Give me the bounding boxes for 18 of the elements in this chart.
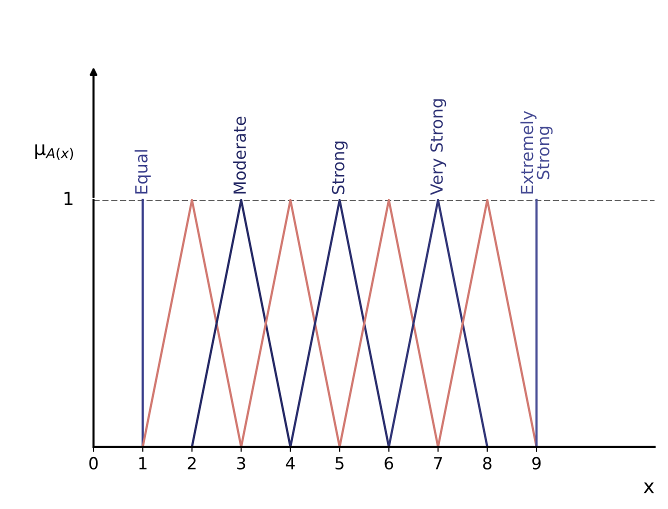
annotation: 1 [64, 192, 72, 206]
x-tick-label: 5 [336, 457, 344, 470]
x-tick-label: 0 [89, 456, 98, 470]
x-tick-label: 3 [237, 456, 246, 470]
x-tick-label: 9 [532, 456, 541, 470]
text: Equal [134, 150, 151, 194]
text: Moderate [233, 116, 246, 194]
x-tick-label: 4 [286, 457, 295, 470]
text: Very Strong [430, 99, 446, 195]
y-axis-title: μ$_{A(x)}$ [35, 144, 74, 160]
text: Extremely Strong [520, 110, 553, 194]
x-tick-label: 2 [188, 456, 196, 470]
x-tick-label: 6 [384, 456, 394, 470]
x-axis-title: x [644, 482, 654, 494]
x-tick-label: 1 [139, 457, 147, 470]
x-tick-label: 7 [434, 457, 442, 470]
x-tick-label: 8 [483, 456, 492, 470]
text: Strong [332, 142, 348, 194]
